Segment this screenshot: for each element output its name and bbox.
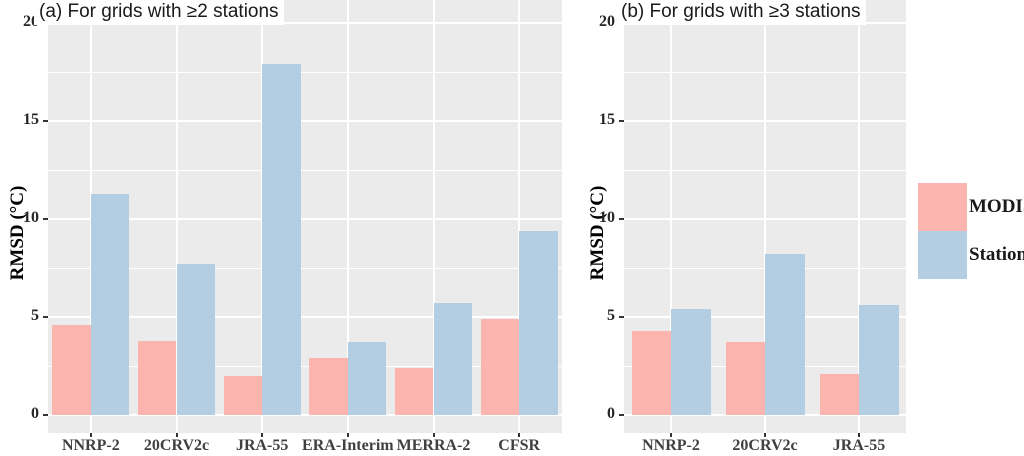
bar-station-JRA-55 — [262, 64, 301, 415]
gridline-vertical — [175, 0, 178, 433]
y-tick-label: 15 — [23, 111, 39, 128]
y-axis-title-panel-b: RMSD (°C) — [587, 185, 608, 281]
bar-modis-JRA-55 — [223, 375, 263, 415]
legend-swatch-modis — [918, 183, 967, 231]
bar-station-ERA-Interim — [347, 342, 387, 415]
gridline-minor — [624, 169, 906, 171]
bar-station-20CRV2c — [176, 264, 216, 415]
y-tick-mark — [43, 120, 48, 122]
y-tick-label: 0 — [31, 405, 39, 422]
y-tick-mark — [619, 218, 624, 220]
bar-modis-CFSR — [480, 318, 520, 415]
gridline-vertical — [858, 0, 860, 433]
x-tick-label-NNRP-2: NNRP-2 — [61, 437, 120, 454]
gridline-vertical — [764, 0, 766, 433]
x-tick-mark — [89, 433, 92, 437]
gridline-minor — [48, 169, 562, 171]
x-tick-mark — [346, 433, 349, 437]
y-tick-label: 5 — [607, 307, 615, 324]
x-tick-label-20CRV2c: 20CRV2c — [732, 437, 798, 454]
bar-modis-ERA-Interim — [309, 358, 348, 415]
legend-swatch-station — [918, 231, 967, 279]
x-tick-label-ERA-Interim: ERA-Interim — [302, 437, 394, 454]
y-axis-title-panel-a: RMSD (°C) — [7, 185, 28, 281]
gridline-vertical — [346, 0, 349, 433]
gridline-minor — [48, 365, 562, 367]
x-tick-mark — [670, 433, 672, 437]
gridline-major — [48, 120, 562, 122]
gridline-major — [48, 218, 562, 220]
legend-label-station: Station- — [969, 244, 1024, 265]
bar-modis-20CRV2c — [725, 342, 765, 415]
gridline-vertical — [518, 0, 521, 433]
x-tick-mark — [518, 433, 521, 437]
gridline-vertical — [670, 0, 672, 433]
y-tick-label: 20 — [599, 13, 615, 30]
bar-modis-NNRP-2 — [631, 330, 671, 415]
x-tick-label-JRA-55: JRA-55 — [832, 437, 886, 454]
gridline-major — [624, 414, 906, 416]
bar-station-NNRP-2 — [90, 193, 130, 415]
y-tick-label: 15 — [599, 111, 615, 128]
y-tick-mark — [43, 316, 48, 318]
bar-modis-JRA-55 — [819, 373, 859, 415]
x-tick-mark — [432, 433, 435, 437]
x-tick-mark — [175, 433, 178, 437]
panel-a-title: (a) For grids with ≥2 stations — [34, 0, 284, 25]
gridline-minor — [48, 267, 562, 269]
x-tick-label-NNRP-2: NNRP-2 — [642, 437, 700, 454]
bar-modis-NNRP-2 — [52, 324, 91, 415]
bar-station-CFSR — [519, 230, 558, 415]
y-tick-mark — [43, 218, 48, 220]
bar-station-MERRA-2 — [433, 303, 473, 415]
x-tick-label-MERRA-2: MERRA-2 — [396, 437, 471, 454]
gridline-vertical — [432, 0, 435, 433]
bar-station-NNRP-2 — [671, 309, 711, 415]
y-tick-label: 0 — [607, 405, 615, 422]
y-tick-label: 5 — [31, 307, 39, 324]
bar-modis-MERRA-2 — [394, 367, 434, 415]
x-tick-label-CFSR: CFSR — [498, 437, 541, 454]
gridline-major — [48, 414, 562, 416]
x-tick-mark — [261, 433, 264, 437]
gridline-minor — [624, 71, 906, 73]
gridline-minor — [48, 71, 562, 73]
x-tick-mark — [858, 433, 860, 437]
gridline-major — [48, 316, 562, 318]
gridline-major — [48, 22, 562, 24]
y-tick-label: 10 — [599, 209, 615, 226]
y-tick-mark — [619, 316, 624, 318]
x-tick-label-20CRV2c: 20CRV2c — [143, 437, 210, 454]
y-tick-mark — [43, 414, 48, 416]
y-tick-label: 10 — [23, 209, 39, 226]
gridline-major — [624, 120, 906, 122]
bar-modis-20CRV2c — [137, 340, 177, 415]
bar-station-JRA-55 — [859, 305, 899, 415]
x-tick-label-JRA-55: JRA-55 — [235, 437, 289, 454]
y-tick-mark — [619, 120, 624, 122]
gridline-major — [624, 218, 906, 220]
y-tick-mark — [619, 414, 624, 416]
panel-b-title: (b) For grids with ≥3 stations — [616, 0, 866, 25]
bar-station-20CRV2c — [765, 254, 805, 415]
x-tick-mark — [764, 433, 766, 437]
